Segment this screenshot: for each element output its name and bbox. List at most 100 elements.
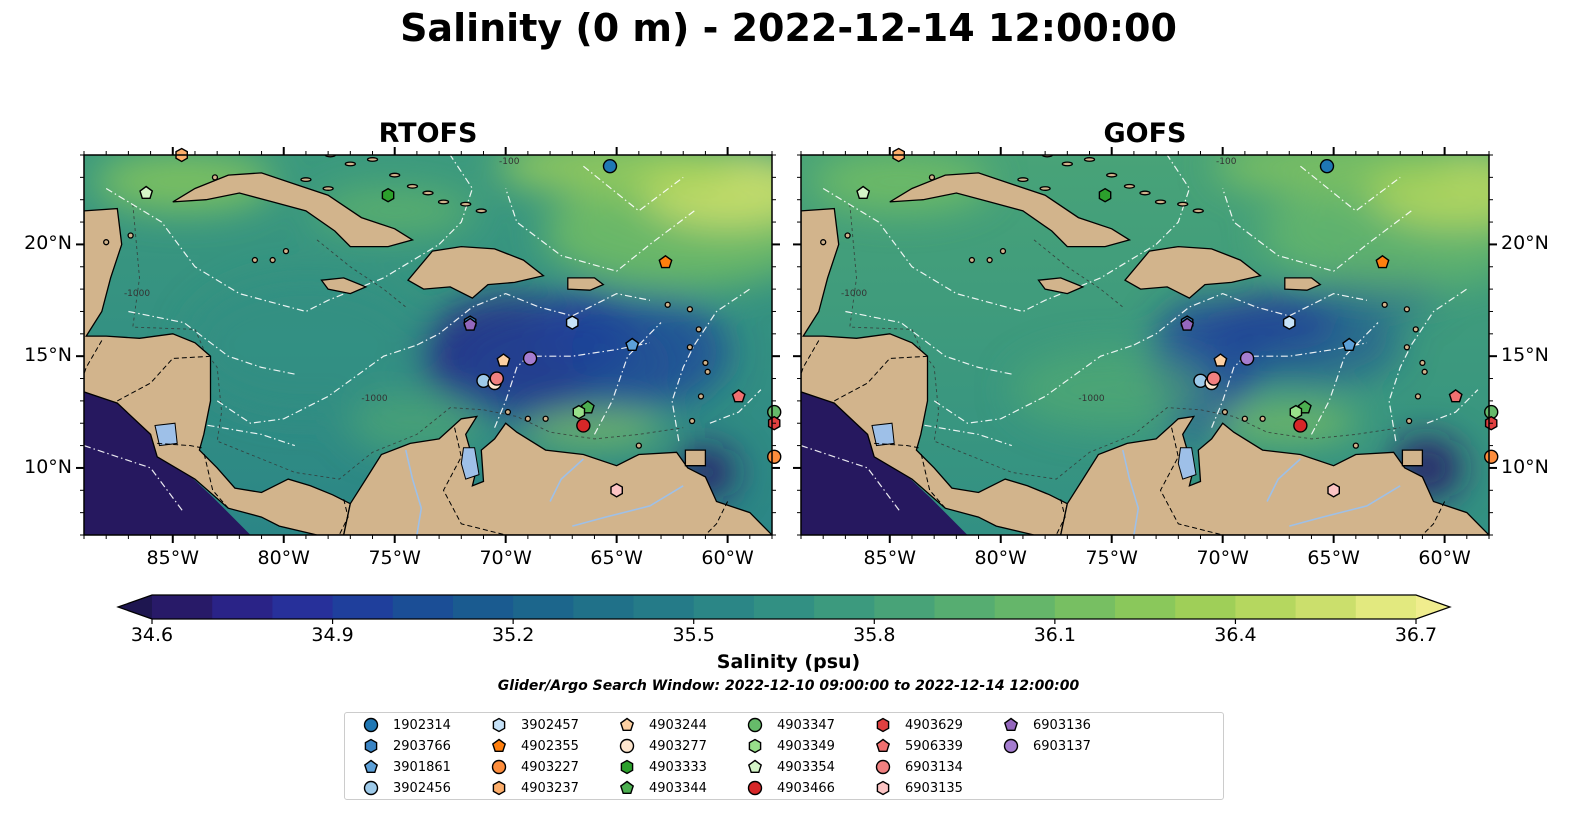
pentagon-marker-icon xyxy=(747,759,763,774)
pentagon-marker-icon xyxy=(619,717,635,732)
float-marker-4903227 xyxy=(1484,449,1499,464)
colorbar-tick-label: 35.8 xyxy=(853,624,896,646)
island xyxy=(1352,442,1359,449)
hexagon-marker-icon xyxy=(876,780,890,796)
x-tick-label: 65°W xyxy=(590,547,643,569)
bathymetry-contours xyxy=(849,204,1401,480)
panel-title-gofs: GOFS xyxy=(1103,118,1187,149)
island xyxy=(127,232,134,239)
float-marker-4903333 xyxy=(381,187,395,203)
colorbar-segment xyxy=(272,595,334,619)
circle-marker-icon xyxy=(1003,738,1019,754)
x-tick-label: 75°W xyxy=(1085,547,1138,569)
float-marker-4903333 xyxy=(1098,187,1112,203)
colorbar-tick-label: 36.1 xyxy=(1033,624,1076,646)
figure-title: Salinity (0 m) - 2022-12-14 12:00:00 xyxy=(400,6,1177,50)
float-marker-6903134 xyxy=(1206,371,1221,386)
island xyxy=(695,326,702,333)
contour-label: -1000 xyxy=(841,289,867,299)
float-markers xyxy=(856,147,1499,498)
legend-label: 4903227 xyxy=(521,759,579,775)
pentagon-marker-icon xyxy=(619,780,635,795)
legend-item: 6903135 xyxy=(873,778,963,798)
legend-item: 4903344 xyxy=(617,778,707,798)
island xyxy=(344,161,356,167)
land-cuba xyxy=(172,172,415,248)
colorbar-segment xyxy=(1054,595,1116,619)
float-marker-6903137 xyxy=(1239,351,1255,366)
island xyxy=(688,417,696,425)
legend-label: 4902355 xyxy=(521,738,579,754)
land-central-america xyxy=(84,207,352,535)
legend-label: 3901861 xyxy=(393,759,451,775)
float-marker-4903244 xyxy=(496,353,511,367)
legend-label: 4903354 xyxy=(777,759,835,775)
pentagon-marker-icon xyxy=(875,738,891,753)
island xyxy=(475,208,487,214)
legend-marker xyxy=(492,717,506,733)
contour-label: -1000 xyxy=(124,289,150,299)
colorbar-extend-high xyxy=(1416,595,1450,619)
legend-item: 4903349 xyxy=(745,736,835,756)
island xyxy=(704,368,711,375)
island xyxy=(999,247,1007,255)
land-jamaica xyxy=(1037,277,1085,295)
colorbar-segment xyxy=(1115,595,1176,619)
float-marker-4902355 xyxy=(1375,254,1390,269)
float-marker-6903135 xyxy=(610,482,623,498)
axis-ticks xyxy=(793,147,1497,543)
land-puerto-rico xyxy=(1284,277,1322,291)
legend-marker xyxy=(1003,717,1019,732)
island xyxy=(269,256,276,264)
legend-label: 6903134 xyxy=(905,759,963,775)
land-hispaniola xyxy=(1124,245,1262,299)
legend-marker xyxy=(875,759,891,775)
map-panel-rtofs: -1000 -1000 -100 xyxy=(76,147,782,543)
inland-water xyxy=(154,422,684,535)
y-tick-label-left: 10°N xyxy=(24,455,72,478)
legend-marker xyxy=(619,738,635,754)
colorbar-segment xyxy=(392,595,454,619)
island xyxy=(968,256,976,264)
colorbar-tick-label: 36.7 xyxy=(1394,624,1438,646)
legend-label: 1902314 xyxy=(393,717,451,733)
y-tick-label-right: 15°N xyxy=(1501,344,1549,367)
legend: 1902314 2903766 3901861 3902456 3902457 49023… xyxy=(344,712,1224,800)
colorbar-segment xyxy=(452,595,514,619)
legend-marker xyxy=(619,717,635,732)
pentagon-marker-icon xyxy=(363,759,379,774)
colorbar-segment xyxy=(1175,595,1237,619)
island xyxy=(1039,186,1051,191)
contour-label: -100 xyxy=(1216,157,1237,167)
colorbar-segment xyxy=(814,595,875,619)
float-marker-6903136 xyxy=(463,317,478,331)
legend-marker xyxy=(747,759,763,774)
legend-item: 5906339 xyxy=(873,736,963,756)
island xyxy=(844,232,851,239)
colorbar-tick-label: 35.5 xyxy=(672,624,715,646)
legend-item: 2903766 xyxy=(361,736,451,756)
island xyxy=(437,199,450,205)
colorbar-label: Salinity (psu) xyxy=(716,651,861,673)
float-marker-3901861 xyxy=(1342,337,1357,352)
search-window-text: Glider/Argo Search Window: 2022-12-10 09… xyxy=(497,678,1080,694)
legend-label: 2903766 xyxy=(393,738,451,754)
island xyxy=(542,415,549,422)
legend-marker xyxy=(363,759,379,774)
colorbar-tick-label: 36.4 xyxy=(1214,624,1257,646)
circle-marker-icon xyxy=(747,780,763,796)
legend-label: 6903135 xyxy=(905,780,963,796)
legend-item: 4903227 xyxy=(489,757,579,777)
legend-item: 6903134 xyxy=(873,757,963,777)
land-central-america xyxy=(801,207,1069,535)
island xyxy=(1061,161,1073,167)
float-marker-3902457 xyxy=(565,315,579,330)
float-marker-4903466 xyxy=(576,418,591,433)
legend-item: 4903347 xyxy=(745,715,835,735)
contour-label: -1000 xyxy=(361,394,387,404)
colorbar-segment xyxy=(1295,595,1357,619)
x-tick-label: 85°W xyxy=(863,547,916,569)
inland-water xyxy=(871,422,1401,535)
y-tick-label-right: 10°N xyxy=(1501,455,1549,478)
legend-item: 3902457 xyxy=(489,715,579,735)
